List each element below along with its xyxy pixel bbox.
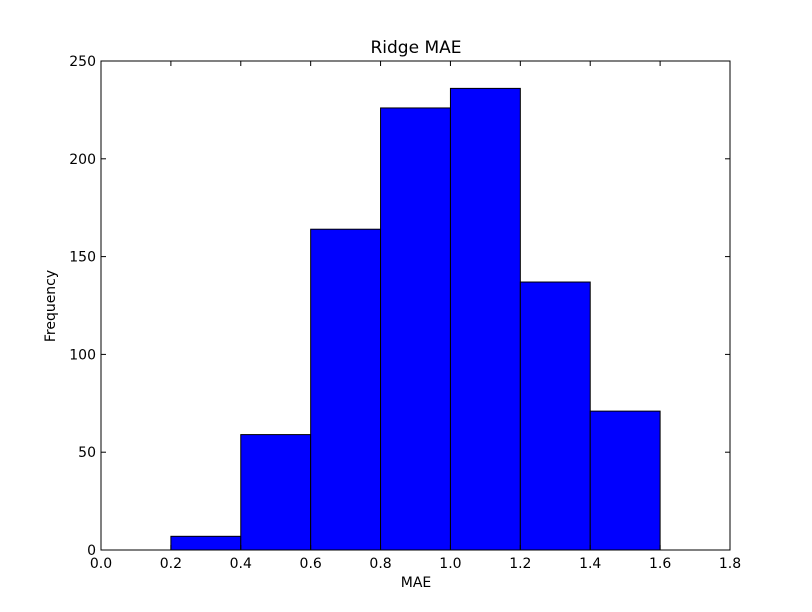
ticks-group: 0.0 0.2 0.4 0.6 0.8 1.0 1.2 1.4 1.6 1.8 0 50 100 150 2… [69,54,741,572]
histogram-bar-0 [170,535,242,551]
histogram-bar-6 [589,410,661,551]
y-axis-label: Frequency [43,270,59,342]
plot-frame [100,60,731,551]
histogram-bar-3 [380,107,451,551]
x-tick-label-3: 0.6 [300,556,322,572]
x-tick-label-0: 0.0 [90,556,112,572]
bars-group [170,87,661,551]
chart-title: Ridge MAE [370,38,461,58]
x-tick-label-1: 0.2 [160,556,182,572]
y-tick-label-1: 50 [78,445,96,461]
x-tick-label-2: 0.4 [230,556,252,572]
y-tick-label-2: 100 [69,347,96,363]
histogram-bar-1 [240,434,312,551]
y-tick-label-5: 250 [69,54,96,70]
x-tick-label-5: 1.0 [439,556,461,572]
x-tick-label-9: 1.8 [719,556,741,572]
x-tick-label-6: 1.2 [509,556,531,572]
y-tick-label-3: 150 [69,250,96,266]
x-axis-label: MAE [401,575,432,591]
y-tick-label-0: 0 [87,543,96,559]
y-tick-label-4: 200 [69,152,96,168]
x-tick-label-4: 0.8 [369,556,391,572]
histogram-bar-4 [449,87,521,551]
histogram-bar-2 [310,228,382,551]
histogram-bar-5 [519,281,591,551]
x-tick-label-7: 1.4 [579,556,601,572]
x-tick-label-8: 1.6 [649,556,671,572]
